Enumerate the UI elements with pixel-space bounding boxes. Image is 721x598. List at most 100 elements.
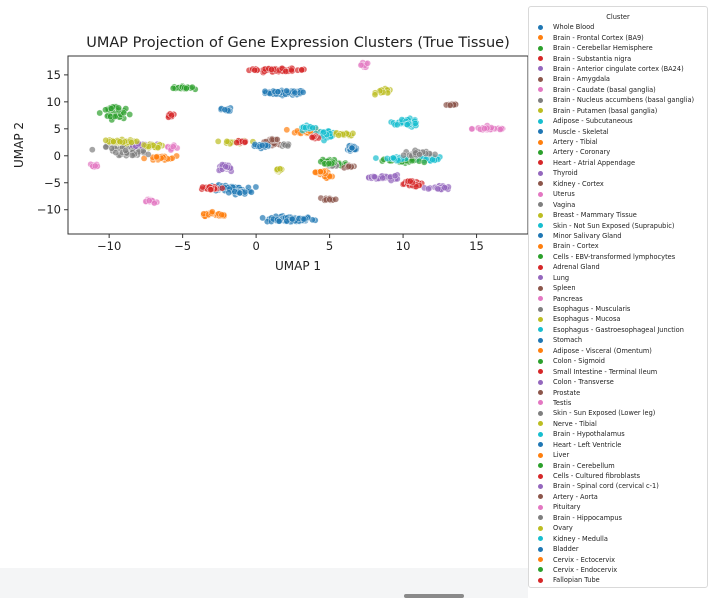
data-point bbox=[222, 163, 229, 170]
y-tick-label: 0 bbox=[54, 149, 61, 163]
legend-label: Brain - Caudate (basal ganglia) bbox=[553, 85, 656, 94]
legend-item: Testis bbox=[535, 398, 707, 408]
legend-marker-icon bbox=[538, 400, 543, 406]
data-point bbox=[283, 126, 291, 134]
series-9 bbox=[312, 115, 420, 144]
legend-label: Pituitary bbox=[553, 503, 581, 512]
legend-label: Cells - EBV-transformed lymphocytes bbox=[553, 252, 676, 261]
data-point bbox=[325, 160, 333, 167]
legend-label: Small Intestine - Terminal Ileum bbox=[553, 367, 658, 376]
legend-item: Vagina bbox=[535, 199, 707, 209]
legend-label: Lung bbox=[553, 273, 570, 282]
legend-label: Esophagus - Gastroesophageal Junction bbox=[553, 325, 684, 334]
legend-item: Prostate bbox=[535, 387, 707, 397]
legend-label: Artery - Tibial bbox=[553, 138, 598, 147]
data-point bbox=[496, 126, 504, 133]
legend-marker-icon bbox=[538, 285, 543, 291]
legend-marker-icon bbox=[538, 275, 543, 281]
y-tick-label: 5 bbox=[54, 122, 61, 136]
legend-marker-icon bbox=[538, 45, 543, 51]
legend-item: Brain - Nucleus accumbens (basal ganglia… bbox=[535, 95, 707, 105]
legend-item: Brain - Hippocampus bbox=[535, 513, 707, 523]
series-6 bbox=[357, 59, 506, 134]
data-point bbox=[208, 208, 216, 216]
series-31 bbox=[213, 210, 228, 220]
legend-item: Esophagus - Gastroesophageal Junction bbox=[535, 325, 707, 335]
series-35 bbox=[340, 162, 358, 172]
data-point bbox=[276, 165, 284, 173]
legend-label: Brain - Cerebellum bbox=[553, 461, 615, 470]
data-point bbox=[111, 113, 119, 120]
legend-title: Cluster bbox=[606, 13, 630, 21]
series-39 bbox=[298, 122, 319, 134]
scrollbar-handle[interactable] bbox=[404, 594, 464, 598]
legend-label: Minor Salivary Gland bbox=[553, 231, 622, 240]
legend-item: Artery - Coronary bbox=[535, 147, 707, 157]
legend-label: Testis bbox=[553, 398, 572, 407]
legend-marker-icon bbox=[538, 191, 543, 197]
legend-marker-icon bbox=[538, 76, 543, 82]
data-point bbox=[199, 183, 206, 191]
legend-label: Brain - Anterior cingulate cortex (BA24) bbox=[553, 64, 684, 73]
data-point bbox=[115, 104, 122, 112]
legend-marker-icon bbox=[538, 525, 543, 531]
data-point bbox=[122, 147, 129, 154]
legend-item: Whole Blood bbox=[535, 22, 707, 32]
legend-marker-icon bbox=[538, 181, 543, 187]
data-point bbox=[274, 88, 282, 96]
legend-marker-icon bbox=[538, 56, 543, 62]
legend-label: Whole Blood bbox=[553, 23, 595, 32]
legend-marker-icon bbox=[538, 442, 543, 448]
legend-item: Cells - Cultured fibroblasts bbox=[535, 471, 707, 481]
data-point bbox=[335, 131, 343, 139]
legend-marker-icon bbox=[538, 557, 543, 563]
data-point bbox=[411, 120, 419, 127]
data-point bbox=[107, 105, 115, 112]
legend-marker-icon bbox=[538, 306, 543, 312]
series-51 bbox=[311, 167, 329, 178]
legend-item: Adipose - Visceral (Omentum) bbox=[535, 346, 707, 356]
legend-item: Breast - Mammary Tissue bbox=[535, 210, 707, 220]
legend-marker-icon bbox=[538, 494, 543, 500]
legend-label: Brain - Spinal cord (cervical c-1) bbox=[553, 482, 659, 491]
legend-item: Esophagus - Muscularis bbox=[535, 304, 707, 314]
data-point bbox=[91, 162, 99, 170]
data-point bbox=[102, 136, 110, 144]
x-tick-label: −10 bbox=[97, 239, 121, 253]
series-48 bbox=[273, 165, 284, 174]
points-layer bbox=[87, 59, 506, 226]
data-point bbox=[108, 145, 116, 152]
data-point bbox=[102, 106, 109, 114]
legend-label: Cells - Cultured fibroblasts bbox=[553, 472, 641, 481]
legend-item: Muscle - Skeletal bbox=[535, 126, 707, 136]
data-point bbox=[153, 153, 160, 161]
data-point bbox=[379, 174, 387, 182]
data-point bbox=[468, 125, 476, 133]
legend-item: Stomach bbox=[535, 335, 707, 345]
legend-marker-icon bbox=[538, 118, 543, 124]
data-point bbox=[128, 139, 135, 146]
x-axis-label: UMAP 1 bbox=[275, 259, 321, 273]
legend-marker-icon bbox=[538, 421, 543, 427]
legend-marker-icon bbox=[538, 390, 543, 396]
data-point bbox=[317, 168, 324, 175]
series-30 bbox=[251, 141, 272, 152]
legend-label: Stomach bbox=[553, 336, 583, 345]
series-36 bbox=[142, 197, 161, 207]
legend-label: Adrenal Gland bbox=[553, 263, 600, 272]
data-point bbox=[207, 186, 214, 193]
legend-marker-icon bbox=[538, 536, 543, 542]
legend-label: Kidney - Cortex bbox=[553, 179, 604, 188]
data-point bbox=[154, 144, 162, 151]
legend-item: Lung bbox=[535, 273, 707, 283]
legend-item: Artery - Aorta bbox=[535, 492, 707, 502]
legend-marker-icon bbox=[538, 35, 543, 41]
legend-label: Fallopian Tube bbox=[553, 576, 600, 585]
legend-label: Brain - Frontal Cortex (BA9) bbox=[553, 33, 644, 42]
legend-label: Breast - Mammary Tissue bbox=[553, 211, 637, 220]
legend-marker-icon bbox=[538, 379, 543, 385]
legend-item: Cells - EBV-transformed lymphocytes bbox=[535, 252, 707, 262]
legend-label: Brain - Hypothalamus bbox=[553, 430, 625, 439]
x-tick-label: 0 bbox=[252, 239, 259, 253]
